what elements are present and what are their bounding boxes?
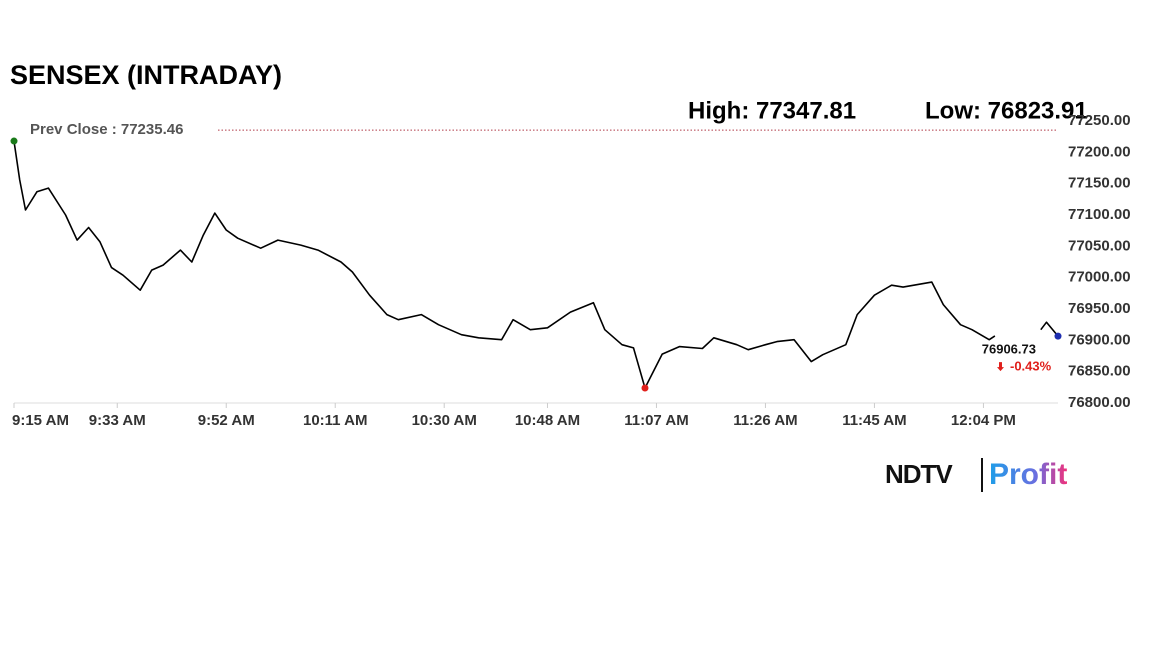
x-tick-label: 9:15 AM <box>12 412 69 429</box>
x-tick-label: 9:52 AM <box>198 412 255 429</box>
price-line <box>13 140 1059 389</box>
y-tick-label: 77050.00 <box>1068 237 1131 254</box>
brand-left: NDTV <box>885 459 953 489</box>
x-tick-label: 9:33 AM <box>89 412 146 429</box>
x-tick-label: 10:11 AM <box>303 412 367 429</box>
y-tick-label: 77150.00 <box>1068 175 1131 192</box>
down-arrow <box>997 362 1004 372</box>
start-marker <box>10 137 18 145</box>
y-tick-label: 76950.00 <box>1068 300 1131 317</box>
end-marker <box>1054 332 1062 340</box>
x-tick-label: 12:04 PM <box>951 412 1016 429</box>
y-tick-label: 77000.00 <box>1068 269 1131 286</box>
x-tick-label: 11:45 AM <box>842 412 906 429</box>
x-tick-label: 11:26 AM <box>733 412 797 429</box>
low-marker <box>641 384 649 392</box>
low-label: Low: 76823.91 <box>925 97 1088 124</box>
high-label: High: 77347.81 <box>688 97 856 124</box>
y-tick-label: 76900.00 <box>1068 331 1131 348</box>
y-tick-label: 77100.00 <box>1068 206 1131 223</box>
x-tick-label: 11:07 AM <box>624 412 688 429</box>
x-tick-label: 10:48 AM <box>515 412 580 429</box>
reference-label: Prev Close : 77235.46 <box>30 121 183 138</box>
chart-title: SENSEX (INTRADAY) <box>10 60 282 90</box>
y-tick-label: 76800.00 <box>1068 394 1131 411</box>
y-tick-label: 77200.00 <box>1068 143 1131 160</box>
y-tick-label: 77250.00 <box>1068 112 1131 129</box>
last-value-label: 76906.73 <box>982 342 1036 357</box>
brand-right: Profit <box>989 458 1067 491</box>
x-tick-label: 10:30 AM <box>412 412 477 429</box>
y-tick-label: 76850.00 <box>1068 363 1131 380</box>
change-label: -0.43% <box>1010 359 1052 374</box>
